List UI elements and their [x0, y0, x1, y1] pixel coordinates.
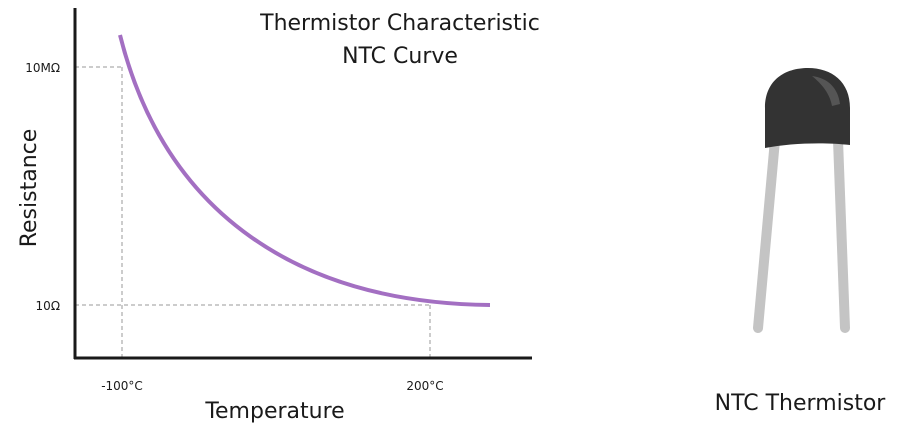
component-caption: NTC Thermistor [715, 391, 887, 416]
y-axis-label: Resistance [17, 129, 42, 248]
y-tick-label: 10MΩ [25, 61, 60, 75]
lead [753, 135, 780, 333]
highlight [812, 76, 840, 106]
x-tick-label: -100°C [101, 379, 143, 393]
ntc-curve [118, 34, 491, 307]
title-line: NTC Curve [342, 44, 458, 69]
lead [833, 135, 850, 333]
y-tick-label: 10Ω [36, 299, 60, 313]
thermistor-icon [753, 68, 850, 333]
bead [765, 68, 850, 148]
guides [75, 66, 431, 358]
x-axis-label: Temperature [204, 399, 344, 424]
x-tick-label: 200°C [406, 379, 443, 393]
title-line: Thermistor Characteristic [259, 11, 540, 36]
